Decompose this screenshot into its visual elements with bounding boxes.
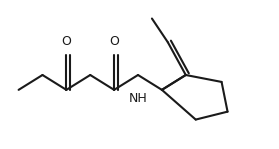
Text: O: O — [61, 35, 71, 48]
Text: NH: NH — [129, 92, 147, 105]
Text: O: O — [109, 35, 119, 48]
